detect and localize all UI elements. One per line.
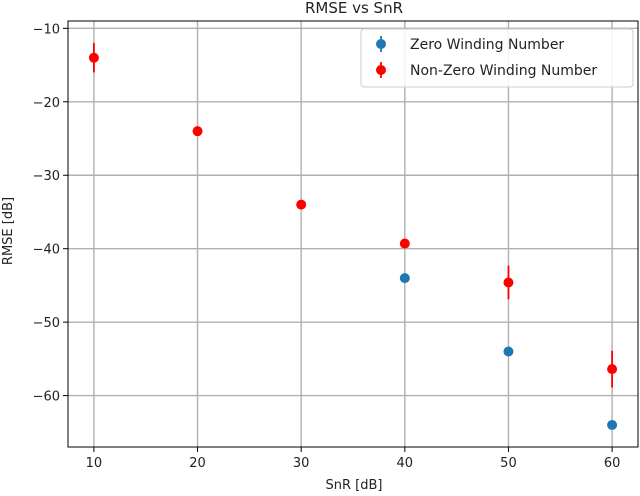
x-tick-label: 30 [293,456,310,471]
data-point [399,238,410,249]
data-point [607,364,618,375]
legend-box [360,28,634,88]
chart-title: RMSE vs SnR [305,0,403,17]
y-tick-label: −40 [33,243,60,258]
series-1 [88,43,618,388]
legend-label: Zero Winding Number [410,37,564,53]
y-tick-label: −60 [33,390,60,405]
y-tick-label: −20 [33,96,60,111]
y-axis-label: RMSE [dB] [1,197,16,265]
data-point [503,277,514,288]
grid [68,21,638,447]
x-axis-label: SnR [dB] [326,478,383,493]
x-tick-label: 20 [189,456,206,471]
x-tick-label: 50 [500,456,517,471]
data-point [503,346,514,357]
x-tick-label: 10 [86,456,103,471]
data-points [88,43,618,430]
legend-marker [376,39,386,49]
data-point [399,273,410,284]
legend: Zero Winding Number Non-Zero Winding Numb… [360,28,634,88]
data-point [607,419,618,430]
x-tick-label: 40 [397,456,414,471]
data-point [88,52,99,63]
y-tick-label: −30 [33,169,60,184]
x-tick-label: 60 [604,456,621,471]
data-point [192,126,203,137]
axis-ticks: 10 20 30 40 50 60 −60 −50 −40 −30 −20 −10 [33,22,621,471]
y-tick-label: −10 [33,22,60,37]
legend-label: Non-Zero Winding Number [410,63,597,79]
series-0 [399,273,618,430]
y-tick-label: −50 [33,316,60,331]
plot-frame [67,20,639,448]
legend-marker [376,65,386,75]
data-point [296,199,307,210]
